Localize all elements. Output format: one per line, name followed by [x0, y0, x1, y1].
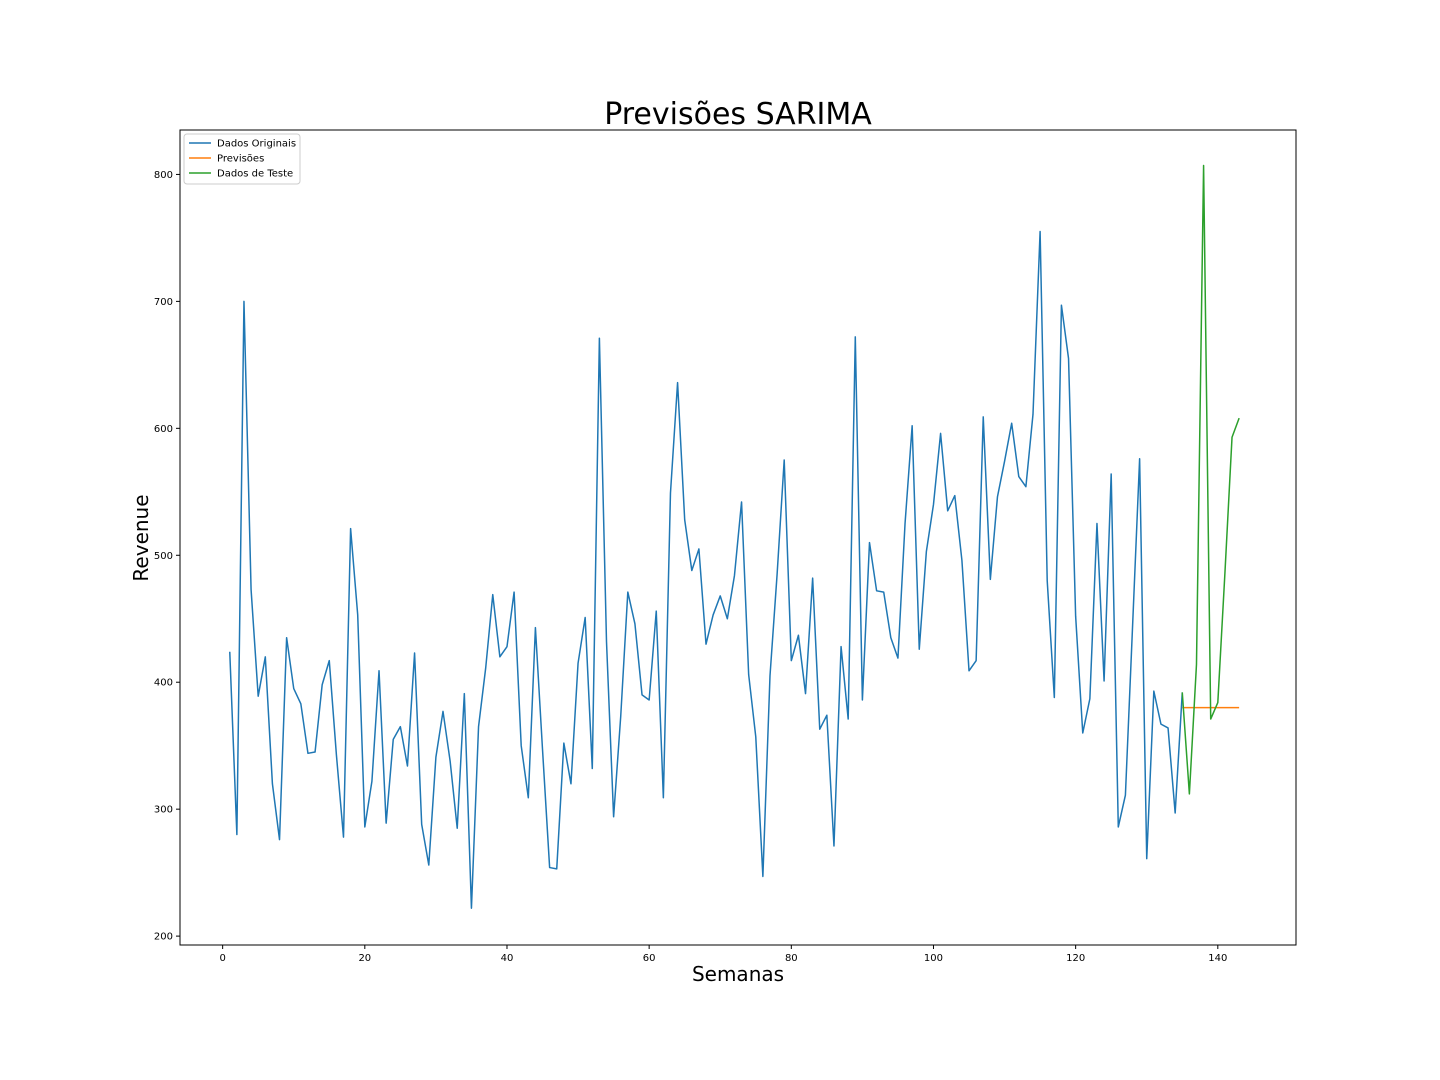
x-tick-label: 80 [785, 953, 798, 964]
x-axis-title: Semanas [692, 962, 784, 986]
y-tick-label: 800 [154, 170, 173, 181]
y-tick-label: 400 [154, 678, 173, 689]
y-tick-label: 200 [154, 932, 173, 943]
chart-title: Previsões SARIMA [604, 97, 872, 132]
y-axis: 200 300 400 500 600 700 800 [154, 170, 180, 943]
y-tick-label: 600 [154, 424, 173, 435]
legend-label: Dados Originais [217, 139, 296, 150]
y-tick-label: 500 [154, 551, 173, 562]
x-tick-label: 120 [1066, 953, 1085, 964]
legend-label: Previsões [217, 154, 264, 165]
x-tick-label: 60 [643, 953, 656, 964]
x-axis: 0 20 40 60 80 100 120 140 [219, 945, 1227, 964]
x-tick-label: 40 [501, 953, 514, 964]
series-layer [229, 164, 1240, 909]
plot-area-frame [179, 129, 1297, 946]
x-tick-label: 20 [358, 953, 371, 964]
legend-label: Dados de Teste [217, 169, 293, 180]
legend: Dados Originais Previsões Dados de Teste [183, 133, 301, 185]
x-tick-label: 100 [924, 953, 943, 964]
series-line-dados-originais [229, 230, 1184, 909]
y-axis-title: Revenue [129, 494, 153, 581]
x-tick-label: 140 [1208, 953, 1227, 964]
y-tick-label: 300 [154, 805, 173, 816]
x-tick-label: 0 [219, 953, 225, 964]
legend-box [183, 133, 301, 185]
y-tick-label: 700 [154, 297, 173, 308]
series-line-dados-de-teste [1181, 164, 1240, 795]
